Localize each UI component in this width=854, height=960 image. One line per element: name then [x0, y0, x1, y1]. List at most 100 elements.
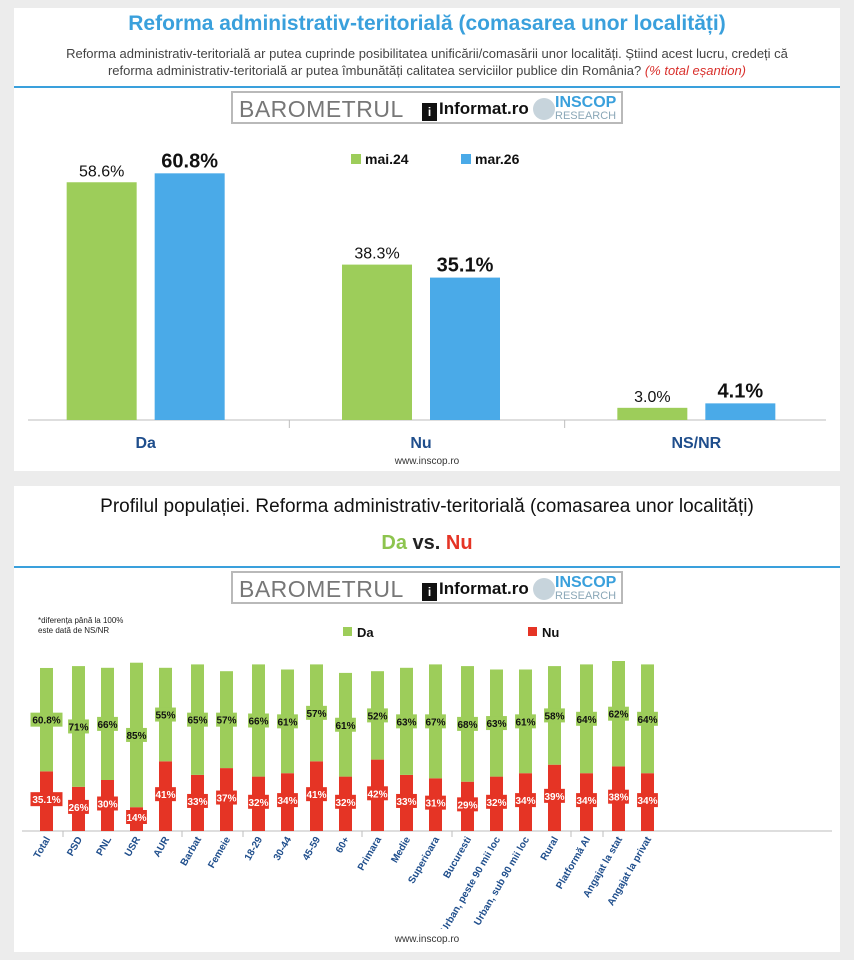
panel1-footer: www.inscop.ro [394, 456, 460, 467]
bar-nu-mai.24 [342, 264, 412, 420]
data-label-box-da [277, 714, 298, 729]
panel1-subtitle: Reforma administrativ-teritorială ar put… [44, 45, 810, 79]
data-label-box-nu [637, 793, 658, 808]
category-label: Femeie [206, 835, 233, 871]
data-label-nu: 34% [576, 796, 596, 807]
data-label-box-nu [425, 795, 446, 810]
category-label: Rural [539, 835, 561, 863]
ns-nr-note: *diferența până la 100% este dată de NS/… [38, 616, 123, 636]
category-label: Medie [389, 835, 413, 865]
data-label-da: 62% [608, 710, 628, 721]
data-label-box-da [187, 712, 208, 727]
data-label-da: 61% [335, 721, 355, 732]
category-label: 18-29 [243, 835, 266, 863]
data-label-nu: 14% [126, 813, 146, 824]
data-label-box-da [97, 716, 118, 731]
data-label-nu: 30% [97, 800, 117, 811]
data-label-box-da [457, 716, 478, 731]
legend-swatch-nu [528, 627, 537, 636]
informat-icon: i [422, 583, 437, 601]
legend-label-mar.26: mar.26 [475, 151, 520, 167]
data-label-box-nu [576, 793, 597, 808]
data-label-box-nu [277, 793, 298, 808]
heading-da: Da [381, 532, 407, 554]
data-label-box-nu [306, 787, 327, 802]
data-label-box-nu [396, 793, 417, 808]
data-label-box-nu [30, 792, 63, 807]
ns-nr-note-line1: *diferența până la 100% [38, 616, 124, 625]
data-label-nu: 39% [544, 792, 564, 803]
data-label-da: 85% [126, 731, 146, 742]
data-label-da: 71% [68, 722, 88, 733]
legend-swatch-da [343, 627, 352, 636]
data-label-nu: 32% [248, 798, 268, 809]
data-label-da: 61% [515, 717, 535, 728]
legend-label-da: Da [357, 625, 374, 640]
barometrul-logo: BAROMETRUL i Informat.ro INSCOP RESEARCH [231, 91, 623, 124]
data-label-box-nu [544, 788, 565, 803]
da-vs-nu-heading: Da vs. Nu [14, 532, 840, 555]
data-label-box-nu [97, 796, 118, 811]
data-label-box-nu [216, 790, 237, 805]
logo-informat-text: Informat.ro [439, 99, 529, 118]
data-label-nu: 37% [216, 794, 236, 805]
summary-bar-chart: mai.24 mar.26 58.6% 60.8% Da 38.3% 35.1% Nu 3.0%… [28, 150, 826, 452]
data-label-da: 67% [425, 717, 445, 728]
data-label-da: 60.8% [32, 716, 60, 727]
data-label: 4.1% [718, 380, 764, 402]
category-label: NS/NR [671, 435, 721, 452]
data-label-nu: 35.1% [32, 795, 60, 806]
informat-icon: i [422, 103, 437, 121]
legend-label-nu: Nu [542, 625, 559, 640]
data-label-nu: 38% [608, 793, 628, 804]
data-label-da: 63% [396, 717, 416, 728]
data-label-box-da [425, 714, 446, 729]
bar-nu-mar.26 [430, 277, 500, 420]
data-label-box-da [608, 706, 629, 721]
category-label: Nu [410, 435, 431, 452]
data-label-box-nu [126, 810, 147, 824]
data-label-da: 58% [544, 711, 564, 722]
data-label-da: 66% [97, 720, 117, 731]
logo-barometrul: BAROMETRUL [239, 576, 404, 602]
legend-label-mai.24: mai.24 [365, 151, 409, 167]
category-label: USR [123, 834, 143, 858]
data-label-da: 57% [306, 709, 326, 720]
panel2-footer: www.inscop.ro [394, 934, 460, 945]
category-label: PSD [65, 835, 85, 858]
data-label-box-da [396, 714, 417, 729]
data-label-box-da [544, 708, 565, 723]
logo-barometrul: BAROMETRUL [239, 96, 404, 122]
ns-nr-note-line2: este dată de NS/NR [38, 626, 110, 635]
data-label-nu: 33% [396, 797, 416, 808]
data-label-nu: 34% [515, 796, 535, 807]
data-label-box-da [68, 719, 89, 734]
data-label-da: 52% [367, 711, 387, 722]
data-label-nu: 31% [425, 799, 445, 810]
data-label: 58.6% [79, 163, 124, 180]
logo-informat: i Informat.ro [422, 99, 529, 121]
category-label: Urban, peste 90 mii loc [439, 835, 503, 929]
panel1-sample-note: (% total eșantion) [644, 63, 747, 78]
data-label: 60.8% [161, 150, 218, 172]
data-label: 3.0% [634, 389, 670, 406]
data-label-box-da [126, 727, 147, 742]
bar-da-mar.26 [154, 173, 225, 420]
panel1-question: Reforma administrativ-teritorială ar put… [66, 46, 788, 78]
data-label-box-da [486, 716, 507, 731]
data-label-box-nu [187, 793, 208, 808]
category-label: 45-59 [301, 835, 324, 863]
category-label: PNL [95, 835, 115, 858]
logo-informat-text: Informat.ro [439, 579, 529, 598]
data-label-box-da [30, 712, 63, 727]
data-label-nu: 42% [367, 789, 387, 800]
data-label-nu: 26% [68, 803, 88, 814]
barometrul-logo-2: BAROMETRUL i Informat.ro INSCOP RESEARCH [231, 571, 623, 604]
category-label: Bucuresti [442, 835, 475, 881]
data-label-box-da [216, 712, 237, 727]
category-label: Barbat [179, 834, 205, 868]
data-label-da: 64% [637, 715, 657, 726]
data-label-box-nu [608, 789, 629, 804]
category-label: AUR [152, 834, 173, 859]
panel2-separator [14, 566, 840, 568]
